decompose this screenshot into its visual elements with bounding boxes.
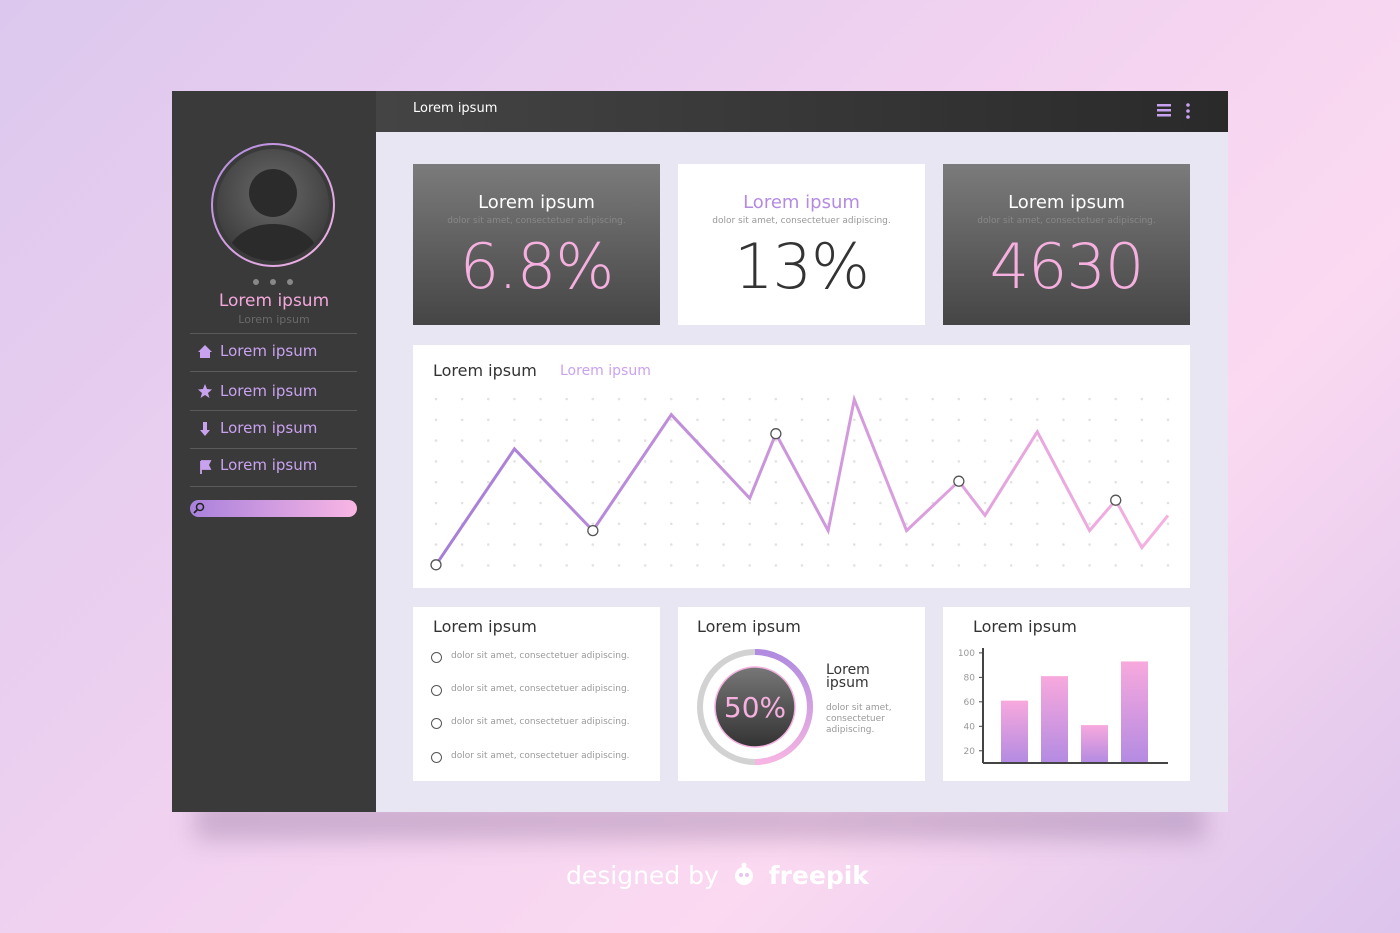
menu-icons[interactable] (1150, 100, 1200, 122)
stat-subtitle: dolor sit amet, consectetuer adipiscing. (447, 216, 626, 226)
profile-subtitle: Lorem ipsum (238, 313, 310, 326)
top-bar (376, 91, 1228, 132)
nav-item[interactable]: Lorem ipsum (220, 342, 318, 360)
donut-card: Lorem ipsum Lorem ipsum dolor sit amet, … (678, 607, 925, 781)
nav-item[interactable]: Lorem ipsum (220, 382, 318, 400)
stat-card: Lorem ipsum dolor sit amet, consectetuer… (678, 164, 925, 325)
separator (190, 371, 357, 372)
donut-description: dolor sit amet, consectetuer adipiscing. (826, 703, 892, 735)
bar-card: Lorem ipsum (943, 607, 1190, 781)
list-item: dolor sit amet, consectetuer adipiscing. (451, 651, 630, 661)
separator (190, 410, 357, 411)
designed-by: designed by (566, 861, 719, 890)
bullet (431, 752, 442, 763)
card-title: Lorem ipsum (973, 617, 1077, 636)
freepik-logo (734, 862, 753, 885)
stat-value: 6.8% (459, 230, 615, 303)
list-item: dolor sit amet, consectetuer adipiscing. (451, 717, 630, 727)
nav-item[interactable]: Lorem ipsum (220, 419, 318, 437)
search-icon (193, 502, 205, 514)
separator (190, 486, 357, 487)
footer-credit: designed by freepik (566, 861, 869, 890)
nav-icons (198, 345, 212, 474)
stat-title: Lorem ipsum (478, 192, 595, 213)
line-card: Lorem ipsum Lorem ipsum (413, 345, 1190, 588)
stat-card: Lorem ipsum dolor sit amet, consectetuer… (413, 164, 660, 325)
bullet (431, 652, 442, 663)
bullet (431, 685, 442, 696)
stat-card: Lorem ipsum dolor sit amet, consectetuer… (943, 164, 1190, 325)
list-item: dolor sit amet, consectetuer adipiscing. (451, 751, 630, 761)
nav-item[interactable]: Lorem ipsum (220, 456, 318, 474)
chart-subtitle: Lorem ipsum (560, 363, 651, 379)
stat-title: Lorem ipsum (1008, 192, 1125, 213)
stat-subtitle: dolor sit amet, consectetuer adipiscing. (977, 216, 1156, 226)
list-card: Lorem ipsum dolor sit amet, consectetuer… (413, 607, 660, 781)
separator (190, 333, 357, 334)
card-title: Lorem ipsum (433, 617, 537, 636)
list-item: dolor sit amet, consectetuer adipiscing. (451, 684, 630, 694)
avatar (211, 143, 335, 285)
donut-label: Lorem ipsum (826, 662, 870, 691)
bullet (431, 718, 442, 729)
stat-value: 4630 (989, 230, 1145, 303)
profile-name: Lorem ipsum (218, 291, 330, 311)
separator (190, 448, 357, 449)
stat-title: Lorem ipsum (743, 192, 860, 213)
search-bar[interactable] (190, 500, 357, 517)
brand: freepik (768, 861, 869, 890)
chart-title: Lorem ipsum (433, 361, 537, 380)
card-title: Lorem ipsum (697, 617, 801, 636)
stat-subtitle: dolor sit amet, consectetuer adipiscing. (712, 216, 891, 226)
header-title: Lorem ipsum (413, 101, 498, 116)
stat-value: 13% (734, 230, 870, 303)
